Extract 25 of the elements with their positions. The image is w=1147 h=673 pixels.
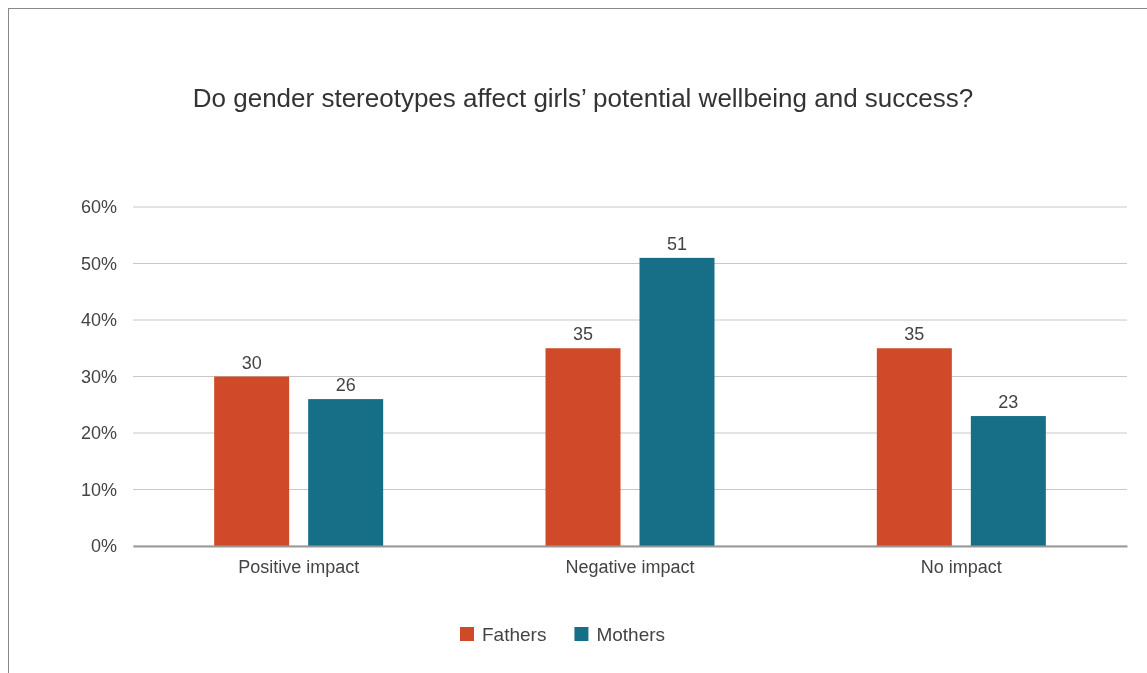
bar bbox=[639, 257, 715, 546]
chart-title: Do gender stereotypes affect girls’ potential wellbeing and success? bbox=[192, 83, 974, 113]
bar bbox=[308, 399, 384, 546]
x-tick-label: Positive impact bbox=[238, 556, 360, 577]
data-label: 23 bbox=[998, 392, 1019, 413]
y-tick-label: 50% bbox=[80, 253, 117, 274]
bar bbox=[876, 348, 952, 546]
y-tick-label: 20% bbox=[80, 423, 117, 444]
data-label: 26 bbox=[335, 375, 356, 396]
legend-label: Fathers bbox=[482, 624, 547, 645]
legend-label: Mothers bbox=[596, 624, 666, 645]
data-label: 35 bbox=[572, 324, 594, 345]
data-label: 51 bbox=[666, 233, 688, 254]
data-label: 35 bbox=[904, 324, 925, 345]
y-tick-label: 0% bbox=[90, 536, 117, 557]
y-tick-label: 10% bbox=[80, 479, 117, 500]
bar bbox=[214, 376, 290, 546]
y-tick-label: 40% bbox=[80, 310, 117, 331]
x-tick-label: Negative impact bbox=[565, 556, 695, 577]
bar bbox=[545, 348, 621, 546]
y-tick-label: 60% bbox=[80, 197, 117, 218]
x-tick-label: No impact bbox=[920, 556, 1002, 577]
data-label: 30 bbox=[241, 352, 262, 373]
y-tick-label: 30% bbox=[80, 366, 117, 387]
bar bbox=[970, 416, 1046, 546]
